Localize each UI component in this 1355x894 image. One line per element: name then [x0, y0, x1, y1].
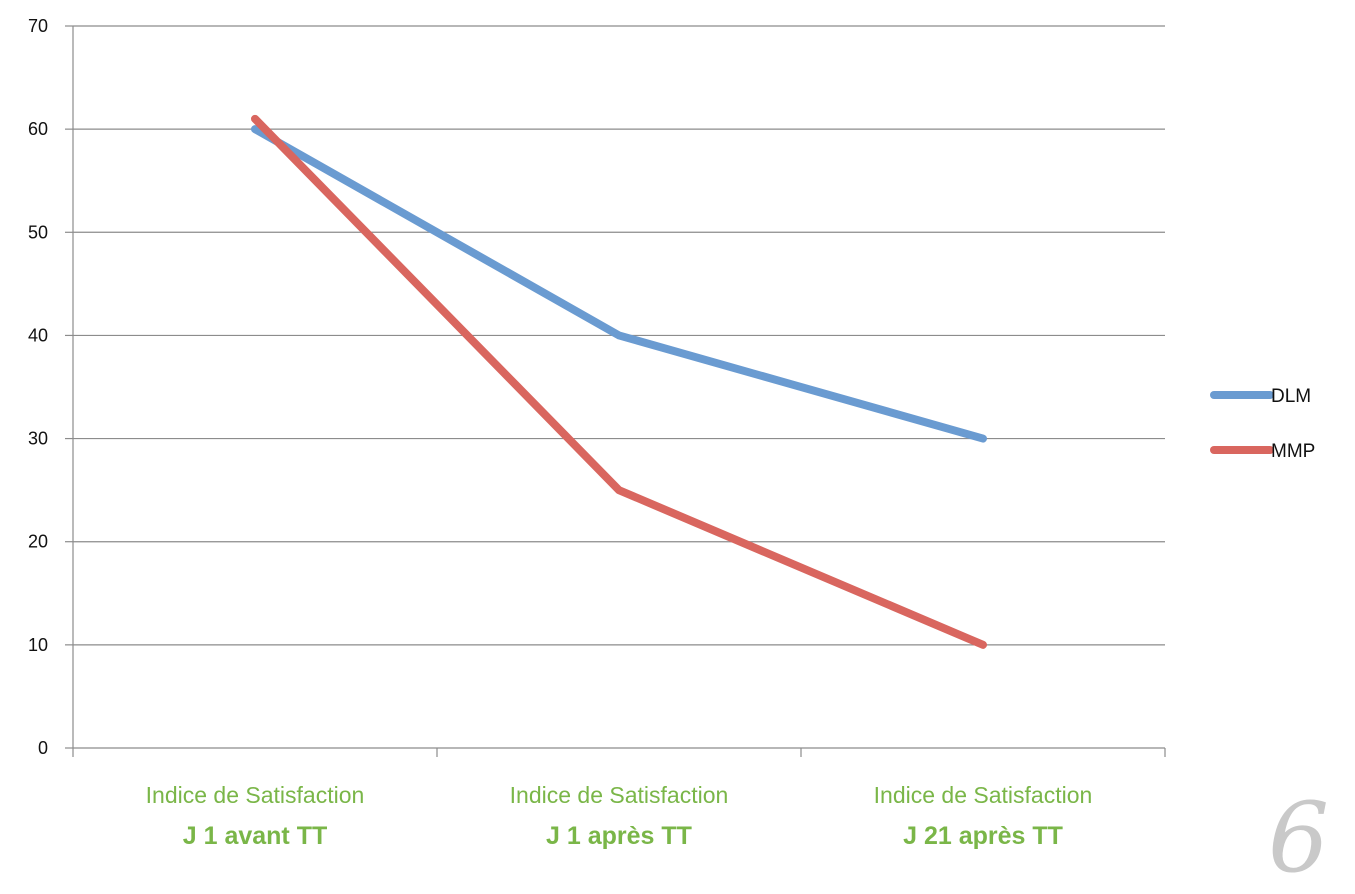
- axes: [65, 25, 1166, 757]
- x-category-label-3-line1: Indice de Satisfaction: [874, 782, 1093, 808]
- y-tick-label-50: 50: [28, 222, 48, 242]
- x-category-label-3-line2: J 21 après TT: [903, 822, 1063, 850]
- legend-label-dlm: DLM: [1271, 386, 1311, 407]
- x-category-label-2-line2: J 1 après TT: [546, 822, 692, 850]
- series-lines: [251, 114, 987, 649]
- y-tick-label-20: 20: [28, 532, 48, 552]
- x-axis-category-labels: Indice de Satisfaction J 1 avant TT Indice…: [146, 782, 1093, 850]
- y-tick-label-10: 10: [28, 635, 48, 655]
- x-category-label-1-line1: Indice de Satisfaction: [146, 782, 365, 808]
- x-category-label-2-line1: Indice de Satisfaction: [510, 782, 729, 808]
- page-number: 6: [1268, 782, 1330, 894]
- series-line-mmp: [251, 114, 987, 649]
- y-tick-label-70: 70: [28, 16, 48, 36]
- y-tick-label-40: 40: [28, 325, 48, 345]
- y-axis-tick-labels: 0 10 20 30 40 50 60 70: [28, 16, 48, 758]
- y-tick-label-60: 60: [28, 119, 48, 139]
- x-category-label-1-line2: J 1 avant TT: [183, 822, 328, 850]
- legend: DLM MMP: [1210, 386, 1315, 462]
- legend-label-mmp: MMP: [1271, 441, 1315, 462]
- series-line-dlm: [251, 125, 987, 443]
- y-tick-label-0: 0: [38, 738, 48, 758]
- line-chart: 0 10 20 30 40 50 60 70 DLM MMP Indice de Satisfa…: [28, 16, 1315, 850]
- y-tick-label-30: 30: [28, 429, 48, 449]
